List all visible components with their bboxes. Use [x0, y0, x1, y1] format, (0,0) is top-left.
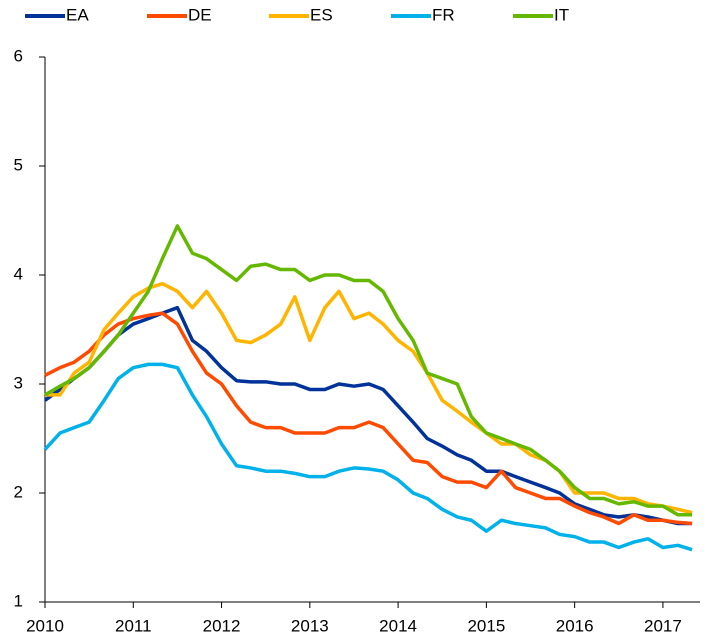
- x-tick-label: 2010: [26, 616, 64, 635]
- y-tick-label: 6: [14, 46, 23, 65]
- legend-label: DE: [188, 5, 212, 24]
- x-tick-label: 2015: [467, 616, 505, 635]
- x-tick-label: 2017: [644, 616, 682, 635]
- series-line: [44, 311, 693, 526]
- y-tick-label: 2: [14, 482, 23, 501]
- y-tick-label: 3: [14, 373, 23, 392]
- y-tick-label: 1: [14, 591, 23, 610]
- legend-label: ES: [310, 5, 333, 24]
- legend-label: IT: [554, 5, 569, 24]
- legend-label: EA: [66, 5, 89, 24]
- x-tick-label: 2012: [203, 616, 241, 635]
- x-tick-label: 2014: [379, 616, 417, 635]
- series-line: [43, 305, 693, 526]
- x-tick-label: 2016: [556, 616, 594, 635]
- y-tick-label: 5: [14, 155, 23, 174]
- y-tick-label: 4: [14, 264, 23, 283]
- x-tick-label: 2013: [291, 616, 329, 635]
- series-line: [44, 224, 693, 517]
- x-tick-label: 2011: [115, 616, 152, 635]
- series-line: [43, 362, 693, 552]
- legend-label: FR: [432, 5, 455, 24]
